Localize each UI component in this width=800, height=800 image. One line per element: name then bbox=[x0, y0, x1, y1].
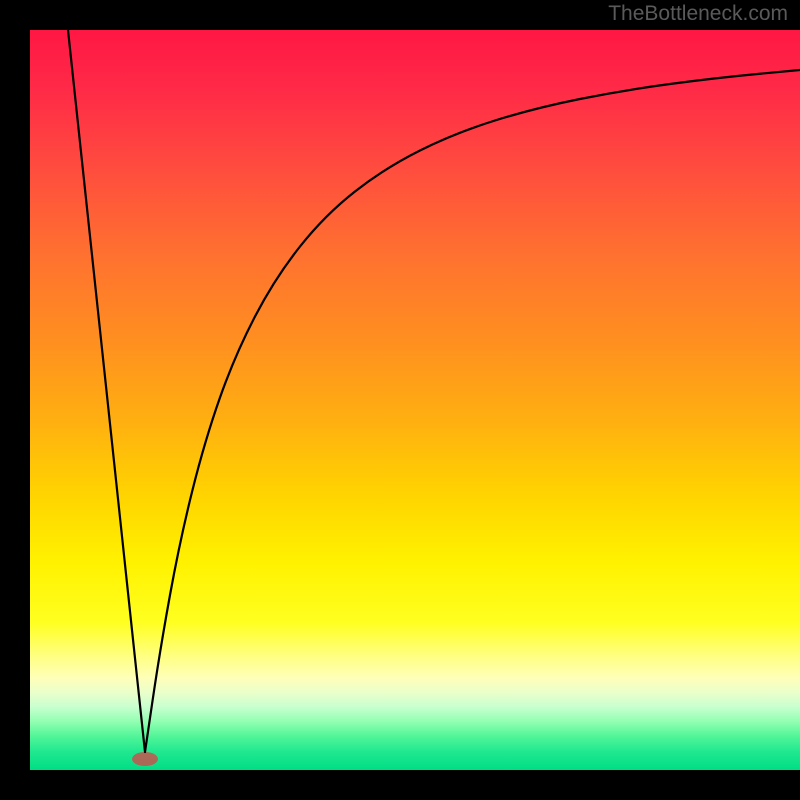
minimum-marker bbox=[132, 752, 158, 766]
curve-layer bbox=[30, 30, 800, 770]
bottleneck-curve bbox=[68, 30, 800, 752]
plot-area bbox=[30, 30, 800, 770]
watermark-text: TheBottleneck.com bbox=[608, 2, 788, 26]
